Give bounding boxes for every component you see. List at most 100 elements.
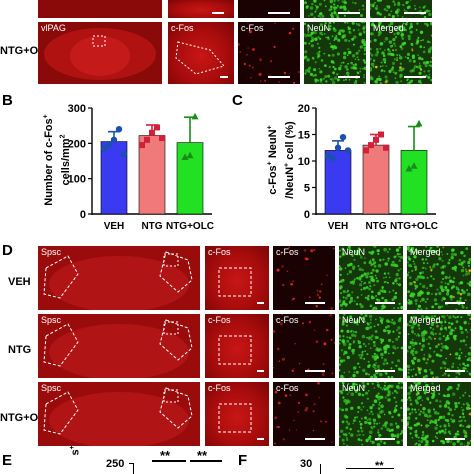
cell-dot xyxy=(359,70,362,73)
cell-dot xyxy=(315,305,318,308)
data-point xyxy=(105,141,113,149)
cell-dot xyxy=(396,59,398,61)
cell-dot xyxy=(391,298,395,302)
cell-dot xyxy=(341,438,345,442)
ylabel-text: /NeuN xyxy=(283,166,296,199)
cell-dot xyxy=(439,366,443,370)
cell-dot xyxy=(413,60,416,63)
cell-dot xyxy=(315,8,318,11)
cell-dot xyxy=(422,411,425,414)
cell-dot xyxy=(339,356,341,359)
cell-dot xyxy=(341,0,344,3)
cell-dot xyxy=(379,372,383,377)
cell-dot xyxy=(422,407,426,411)
cell-dot xyxy=(357,340,360,342)
cell-dot xyxy=(319,70,323,74)
cell-dot xyxy=(379,258,382,262)
cell-dot xyxy=(403,28,405,31)
panel-d-neun: NeuN xyxy=(339,382,403,446)
cell-dot xyxy=(422,50,426,54)
cell-dot xyxy=(350,296,353,300)
cell-dot xyxy=(344,267,347,269)
cell-dot xyxy=(468,258,471,262)
region-outline xyxy=(175,41,225,75)
cell-dot xyxy=(373,325,376,328)
cell-dot xyxy=(363,46,366,51)
cell-dot xyxy=(349,280,353,285)
cell-dot xyxy=(425,442,429,446)
cell-dot xyxy=(336,52,340,56)
cell-dot xyxy=(395,80,399,84)
data-point xyxy=(415,119,423,127)
cell-dot xyxy=(343,14,346,17)
cell-dot xyxy=(426,415,430,418)
cell-dot xyxy=(407,290,411,294)
cell-dot xyxy=(375,80,379,84)
cell-dot xyxy=(352,382,355,385)
cell-dot xyxy=(305,393,308,397)
cell-dot xyxy=(421,434,424,437)
cell-dot xyxy=(380,396,383,399)
cell-dot xyxy=(419,9,422,13)
cell-dot xyxy=(346,437,348,439)
cell-dot xyxy=(450,441,452,443)
cell-dot xyxy=(357,58,360,61)
cell-dot xyxy=(393,58,397,61)
cell-dot xyxy=(353,300,356,303)
cell-dot xyxy=(400,418,403,422)
cell-dot xyxy=(340,374,344,378)
cell-dot xyxy=(426,40,429,43)
cell-dot xyxy=(370,52,372,55)
cell-dot xyxy=(378,395,381,398)
cell-dot xyxy=(419,45,423,49)
cell-dot xyxy=(320,283,323,286)
cell-dot xyxy=(407,333,410,335)
cell-dot xyxy=(411,269,414,273)
cell-dot xyxy=(352,351,355,355)
cell-dot xyxy=(414,265,417,269)
cell-dot xyxy=(457,356,461,360)
cell-dot xyxy=(399,268,402,270)
cell-dot xyxy=(409,294,412,298)
cell-dot xyxy=(390,428,394,432)
x-tick-label: NTG xyxy=(365,221,386,232)
cell-dot xyxy=(357,29,360,31)
cell-dot xyxy=(373,59,376,62)
cell-dot xyxy=(451,248,455,252)
cell-dot xyxy=(387,392,391,396)
cell-dot xyxy=(365,345,367,347)
panel-e-sig-bar-1 xyxy=(152,460,186,462)
cell-dot xyxy=(307,34,310,37)
cell-dot xyxy=(393,32,396,36)
cell-dot xyxy=(370,271,373,275)
cell-dot xyxy=(360,22,364,24)
cell-dot xyxy=(363,81,366,84)
cell-dot xyxy=(370,67,373,71)
cell-dot xyxy=(324,22,327,25)
cell-dot xyxy=(469,359,471,362)
cell-dot xyxy=(330,45,334,49)
y-tick-label: 20 xyxy=(298,103,310,115)
cell-dot xyxy=(292,297,295,300)
cell-dot xyxy=(444,345,448,348)
cell-dot xyxy=(380,352,384,357)
cell-dot xyxy=(391,44,394,47)
cell-dot xyxy=(356,71,359,73)
cell-dot xyxy=(352,1,354,4)
panel-c-letter: C xyxy=(232,92,243,109)
cell-dot xyxy=(360,402,364,405)
cell-dot xyxy=(469,346,471,349)
cell-dot xyxy=(384,382,387,384)
cell-dot xyxy=(456,387,459,391)
cell-dot xyxy=(363,61,366,64)
cell-dot xyxy=(367,365,371,368)
cell-dot xyxy=(366,326,370,330)
cell-dot xyxy=(304,408,308,412)
cell-dot xyxy=(431,382,434,385)
cell-dot xyxy=(416,396,421,400)
cell-dot xyxy=(420,424,423,427)
cell-dot xyxy=(439,400,442,403)
cell-dot xyxy=(464,299,467,302)
cell-dot xyxy=(429,283,433,288)
cell-dot xyxy=(346,438,349,441)
